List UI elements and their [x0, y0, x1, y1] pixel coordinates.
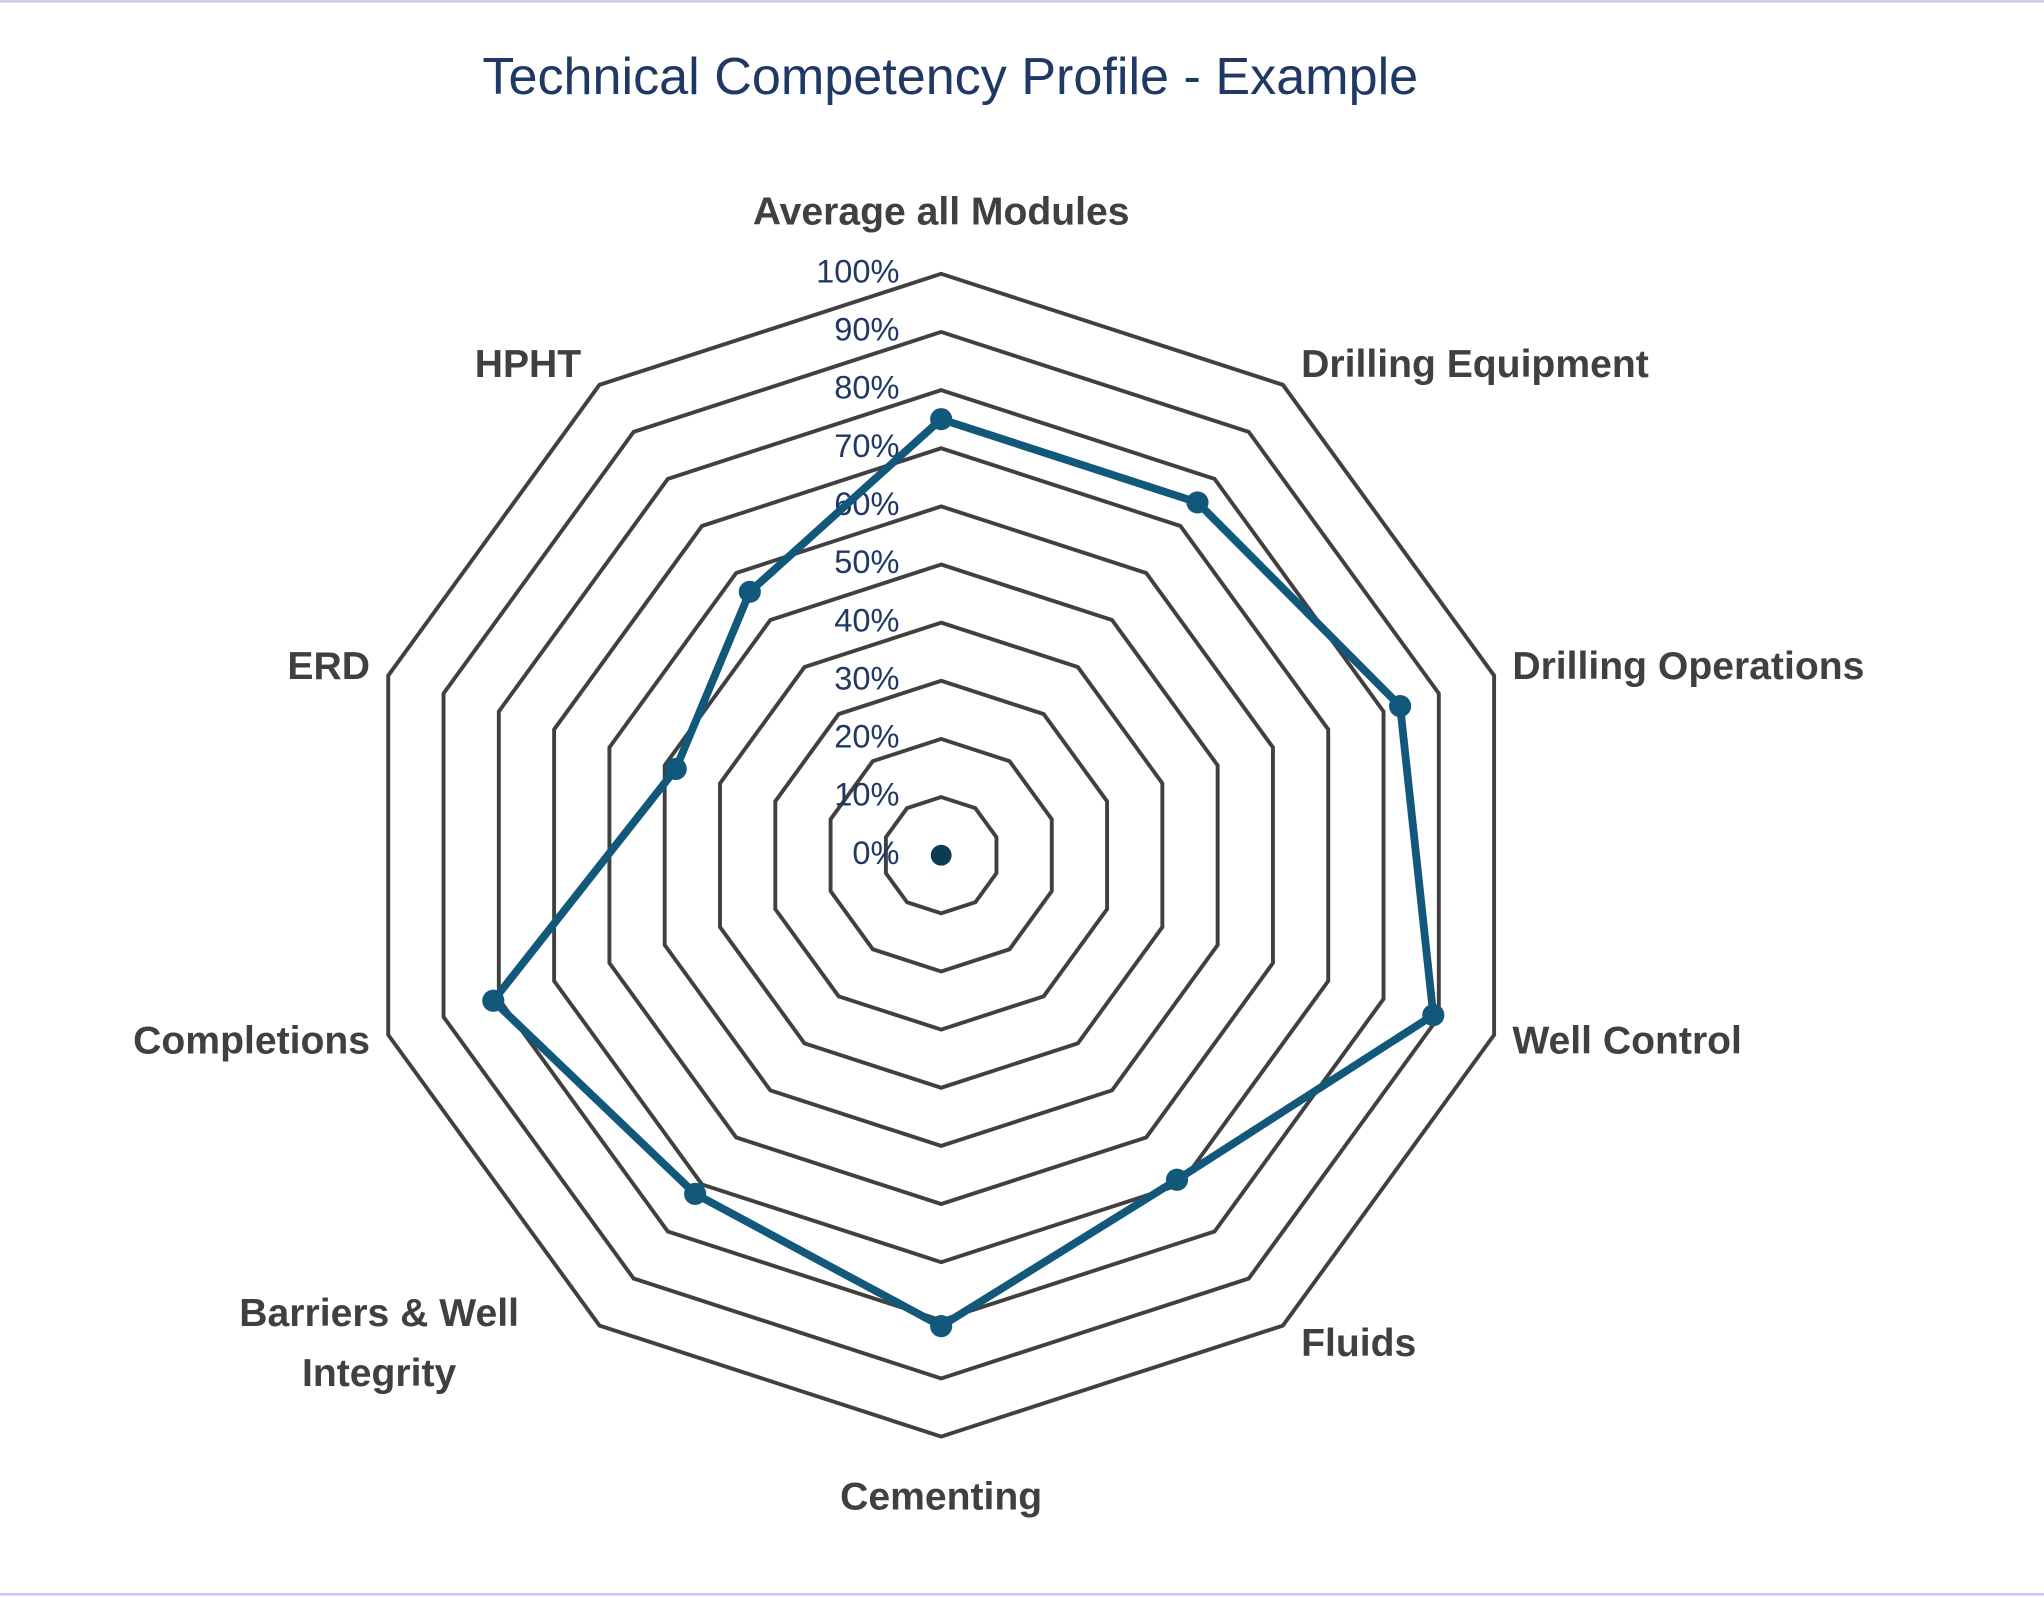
category-label-box: Fluids	[1301, 1260, 1849, 1429]
category-label-wrap: Drilling Operations	[1512, 584, 2044, 753]
category-label: Cementing	[840, 1475, 1043, 1519]
category-label-box: Cementing	[667, 1413, 1215, 1582]
data-point	[664, 757, 687, 781]
data-point	[1422, 1004, 1445, 1027]
y-tick-label: 90%	[834, 312, 899, 348]
data-point	[930, 408, 953, 431]
grid-ring	[386, 271, 1497, 1439]
series-line	[489, 415, 1438, 1331]
category-label-wrap: Cementing	[667, 1413, 1215, 1582]
y-tick-label: 40%	[834, 602, 899, 638]
y-tick-label: 30%	[834, 660, 899, 696]
category-label-wrap: Well Control	[1512, 957, 2044, 1126]
category-label-box: HPHT	[34, 281, 582, 450]
y-tick-label: 0%	[852, 835, 899, 871]
center-dot	[930, 844, 952, 866]
data-point	[482, 989, 505, 1012]
y-tick-label: 100%	[816, 253, 899, 289]
category-label-box: Completions	[0, 957, 370, 1126]
grid-ring	[607, 504, 1275, 1207]
y-tick-label: 70%	[834, 428, 899, 464]
category-label: ERD	[287, 645, 370, 689]
category-label-wrap: ERD	[0, 584, 370, 753]
category-label-box: Drilling Operations	[1512, 584, 2044, 753]
data-point	[684, 1182, 707, 1205]
y-tick-label: 80%	[834, 370, 899, 406]
category-label: Average all Modules	[752, 190, 1130, 234]
category-label: Drilling Operations	[1512, 645, 1865, 689]
category-label: Drilling Equipment	[1301, 343, 1649, 387]
grid-ring	[883, 795, 999, 916]
category-label-wrap: HPHT	[34, 281, 582, 450]
grid-ring	[828, 736, 1054, 974]
data-point	[930, 1315, 953, 1338]
category-label-wrap: Average all Modules	[667, 128, 1215, 297]
data-point	[1165, 1168, 1189, 1191]
y-tick-label: 20%	[834, 719, 899, 755]
category-label-box: Average all Modules	[667, 128, 1215, 297]
category-label: Well Control	[1512, 1019, 1742, 1063]
category-label: Completions	[133, 1019, 370, 1063]
category-label: Barriers & Well Integrity	[239, 1291, 519, 1396]
grid-ring	[718, 620, 1165, 1090]
category-label-wrap: Barriers & Well Integrity	[34, 1260, 582, 1429]
chart-title: Technical Competency Profile - Example	[482, 48, 1418, 106]
grid-ring	[773, 678, 1110, 1032]
y-tick-label: 50%	[834, 544, 899, 580]
category-label-box: Drilling Equipment	[1301, 281, 1849, 450]
data-point	[1389, 695, 1412, 718]
category-label-box: Well Control	[1512, 957, 2044, 1126]
category-label-wrap: Drilling Equipment	[1301, 281, 1849, 450]
data-point	[738, 580, 761, 603]
category-label-wrap: Completions	[0, 957, 370, 1126]
category-label: HPHT	[474, 343, 582, 387]
category-label-box: ERD	[0, 584, 370, 753]
grid-ring	[552, 446, 1331, 1265]
grid-ring	[441, 329, 1441, 1381]
data-point	[1186, 491, 1209, 514]
category-label: Fluids	[1301, 1322, 1417, 1366]
category-label-box: Barriers & Well Integrity	[34, 1260, 582, 1429]
category-label-wrap: Fluids	[1301, 1260, 1849, 1429]
y-tick-label: 10%	[834, 777, 899, 813]
